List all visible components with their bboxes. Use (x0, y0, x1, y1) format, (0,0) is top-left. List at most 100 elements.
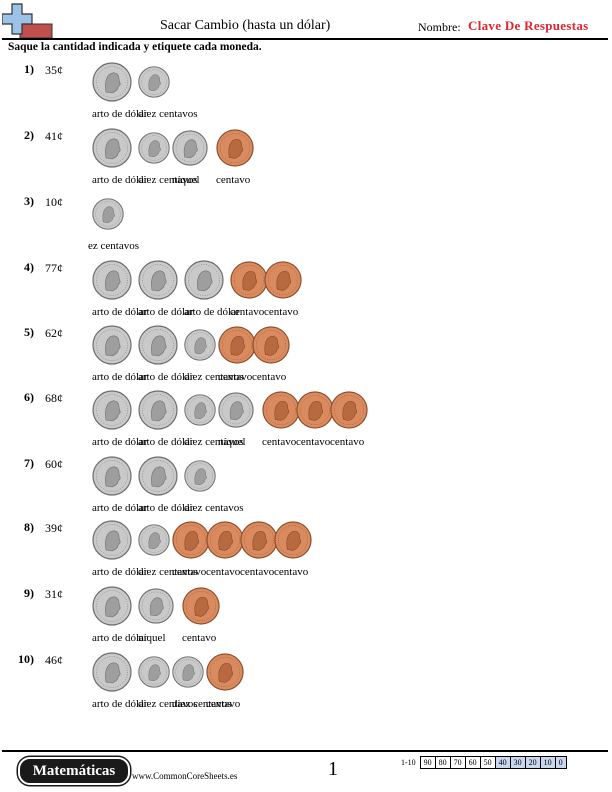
quarter-coin-icon (138, 260, 178, 300)
coin-label: centavo (330, 436, 365, 448)
coin-label: arto de dólar (92, 502, 148, 514)
coin-labels: arto de dólar arto de dólar diez centavos n… (0, 436, 612, 450)
coin-label: diez centavos (184, 436, 244, 448)
coin-label: centavo (206, 698, 241, 710)
coin-label: diez centavos (138, 108, 198, 120)
target-amount: 39¢ (45, 521, 63, 535)
coin-label: arto de dólar (92, 174, 148, 186)
problem-row: 4) 77¢ arto de dólar arto de dólar arto de d… (0, 260, 612, 322)
coin-label: centavo (262, 436, 297, 448)
penny-coin-icon (172, 521, 210, 559)
quarter-coin-icon (138, 325, 178, 365)
problem-row: 2) 41¢ arto de dólar diez centavos níquel cen… (0, 128, 612, 190)
penny-coin-icon (218, 326, 256, 364)
score-cell: 20 (524, 756, 541, 769)
target-amount: 10¢ (45, 195, 63, 209)
dime-coin-icon (138, 132, 170, 164)
dime-coin-icon (138, 656, 170, 688)
target-amount: 68¢ (45, 391, 63, 405)
brand-badge: Matemáticas (18, 757, 130, 785)
coin-label: arto de dólar (138, 502, 194, 514)
problem-number: 4) (24, 260, 34, 274)
coin-label: diez centavos (138, 566, 198, 578)
problem-row: 6) 68¢ arto de dólar arto de dólar diez cent… (0, 390, 612, 452)
dime-coin-icon (92, 198, 124, 230)
coin-label: arto de dólar (92, 566, 148, 578)
score-cell: 60 (464, 756, 481, 769)
quarter-coin-icon (92, 128, 132, 168)
coin-label: centavo (206, 566, 241, 578)
problem-row: 7) 60¢ arto de dólar arto de dólar diez cent… (0, 456, 612, 518)
nickel-coin-icon (138, 588, 174, 624)
coin-label: arto de dólar (184, 306, 240, 318)
coin-label: arto de dólar (138, 306, 194, 318)
page-number: 1 (328, 758, 338, 780)
coin-label: arto de dólar (92, 436, 148, 448)
coin-labels: arto de dólar diez centavos diez centavos c… (0, 698, 612, 712)
score-cell: 80 (434, 756, 451, 769)
coin-label: centavo (216, 174, 251, 186)
coin-labels: ez centavos (0, 240, 612, 254)
coin-label: centavo (218, 371, 253, 383)
name-label: Nombre: (418, 20, 461, 34)
coin-label: centavo (264, 306, 299, 318)
coin-label: níquel (172, 174, 200, 186)
penny-coin-icon (240, 521, 278, 559)
coin-label: ez centavos (88, 240, 139, 252)
dime-coin-icon (172, 656, 204, 688)
penny-coin-icon (252, 326, 290, 364)
coin-label: arto de dólar (92, 698, 148, 710)
problem-number: 1) (24, 62, 34, 76)
coin-label: níquel (138, 632, 166, 644)
score-cell: 0 (554, 756, 567, 769)
coin-label: níquel (218, 436, 246, 448)
score-cell: 10 (539, 756, 556, 769)
math-logo-icon (2, 3, 53, 39)
site-url[interactable]: www.CommonCoreSheets.es (132, 771, 238, 781)
score-cell: 70 (449, 756, 466, 769)
problem-number: 7) (24, 456, 34, 470)
penny-coin-icon (274, 521, 312, 559)
problem-row: 10) 46¢ arto de dólar diez centavos diez cen… (0, 652, 612, 714)
problem-row: 9) 31¢ arto de dólar níquel centavo (0, 586, 612, 648)
problem-number: 5) (24, 325, 34, 339)
coin-labels: arto de dólar diez centavos (0, 108, 612, 122)
problem-number: 9) (24, 586, 34, 600)
target-amount: 46¢ (45, 653, 63, 667)
coin-label: centavo (274, 566, 309, 578)
penny-coin-icon (296, 391, 334, 429)
coin-label: centavo (252, 371, 287, 383)
score-table: 1-10 90 80 70 60 50 40 30 20 10 0 (398, 756, 567, 769)
coin-labels: arto de dólar diez centavos níquel centavo (0, 174, 612, 188)
coin-label: arto de dólar (92, 632, 148, 644)
score-label: 1-10 (401, 758, 416, 767)
coin-label: centavo (182, 632, 217, 644)
problem-number: 2) (24, 128, 34, 142)
score-cell: 30 (509, 756, 526, 769)
name-value: Clave De Respuestas (468, 18, 589, 33)
footer-divider (2, 750, 608, 752)
problem-row: 5) 62¢ arto de dólar arto de dólar diez cent… (0, 325, 612, 387)
penny-coin-icon (206, 653, 244, 691)
coin-labels: arto de dólar níquel centavo (0, 632, 612, 646)
coin-label: centavo (240, 566, 275, 578)
coin-label: diez centavos (138, 698, 198, 710)
coin-labels: arto de dólar arto de dólar diez centavos (0, 502, 612, 516)
problem-row: 1) 35¢ arto de dólar diez centavos (0, 62, 612, 124)
penny-coin-icon (262, 391, 300, 429)
penny-coin-icon (216, 129, 254, 167)
quarter-coin-icon (92, 586, 132, 626)
coin-labels: arto de dólar diez centavos centavo centavo… (0, 566, 612, 580)
quarter-coin-icon (92, 390, 132, 430)
coin-labels: arto de dólar arto de dólar diez centavos c… (0, 371, 612, 385)
problem-number: 3) (24, 194, 34, 208)
quarter-coin-icon (92, 520, 132, 560)
nickel-coin-icon (172, 130, 208, 166)
coin-label: arto de dólar (92, 371, 148, 383)
quarter-coin-icon (92, 456, 132, 496)
problem-row: 8) 39¢ arto de dólar diez centavos centavo ce… (0, 520, 612, 582)
target-amount: 77¢ (45, 261, 63, 275)
penny-coin-icon (230, 261, 268, 299)
dime-coin-icon (184, 394, 216, 426)
quarter-coin-icon (92, 325, 132, 365)
